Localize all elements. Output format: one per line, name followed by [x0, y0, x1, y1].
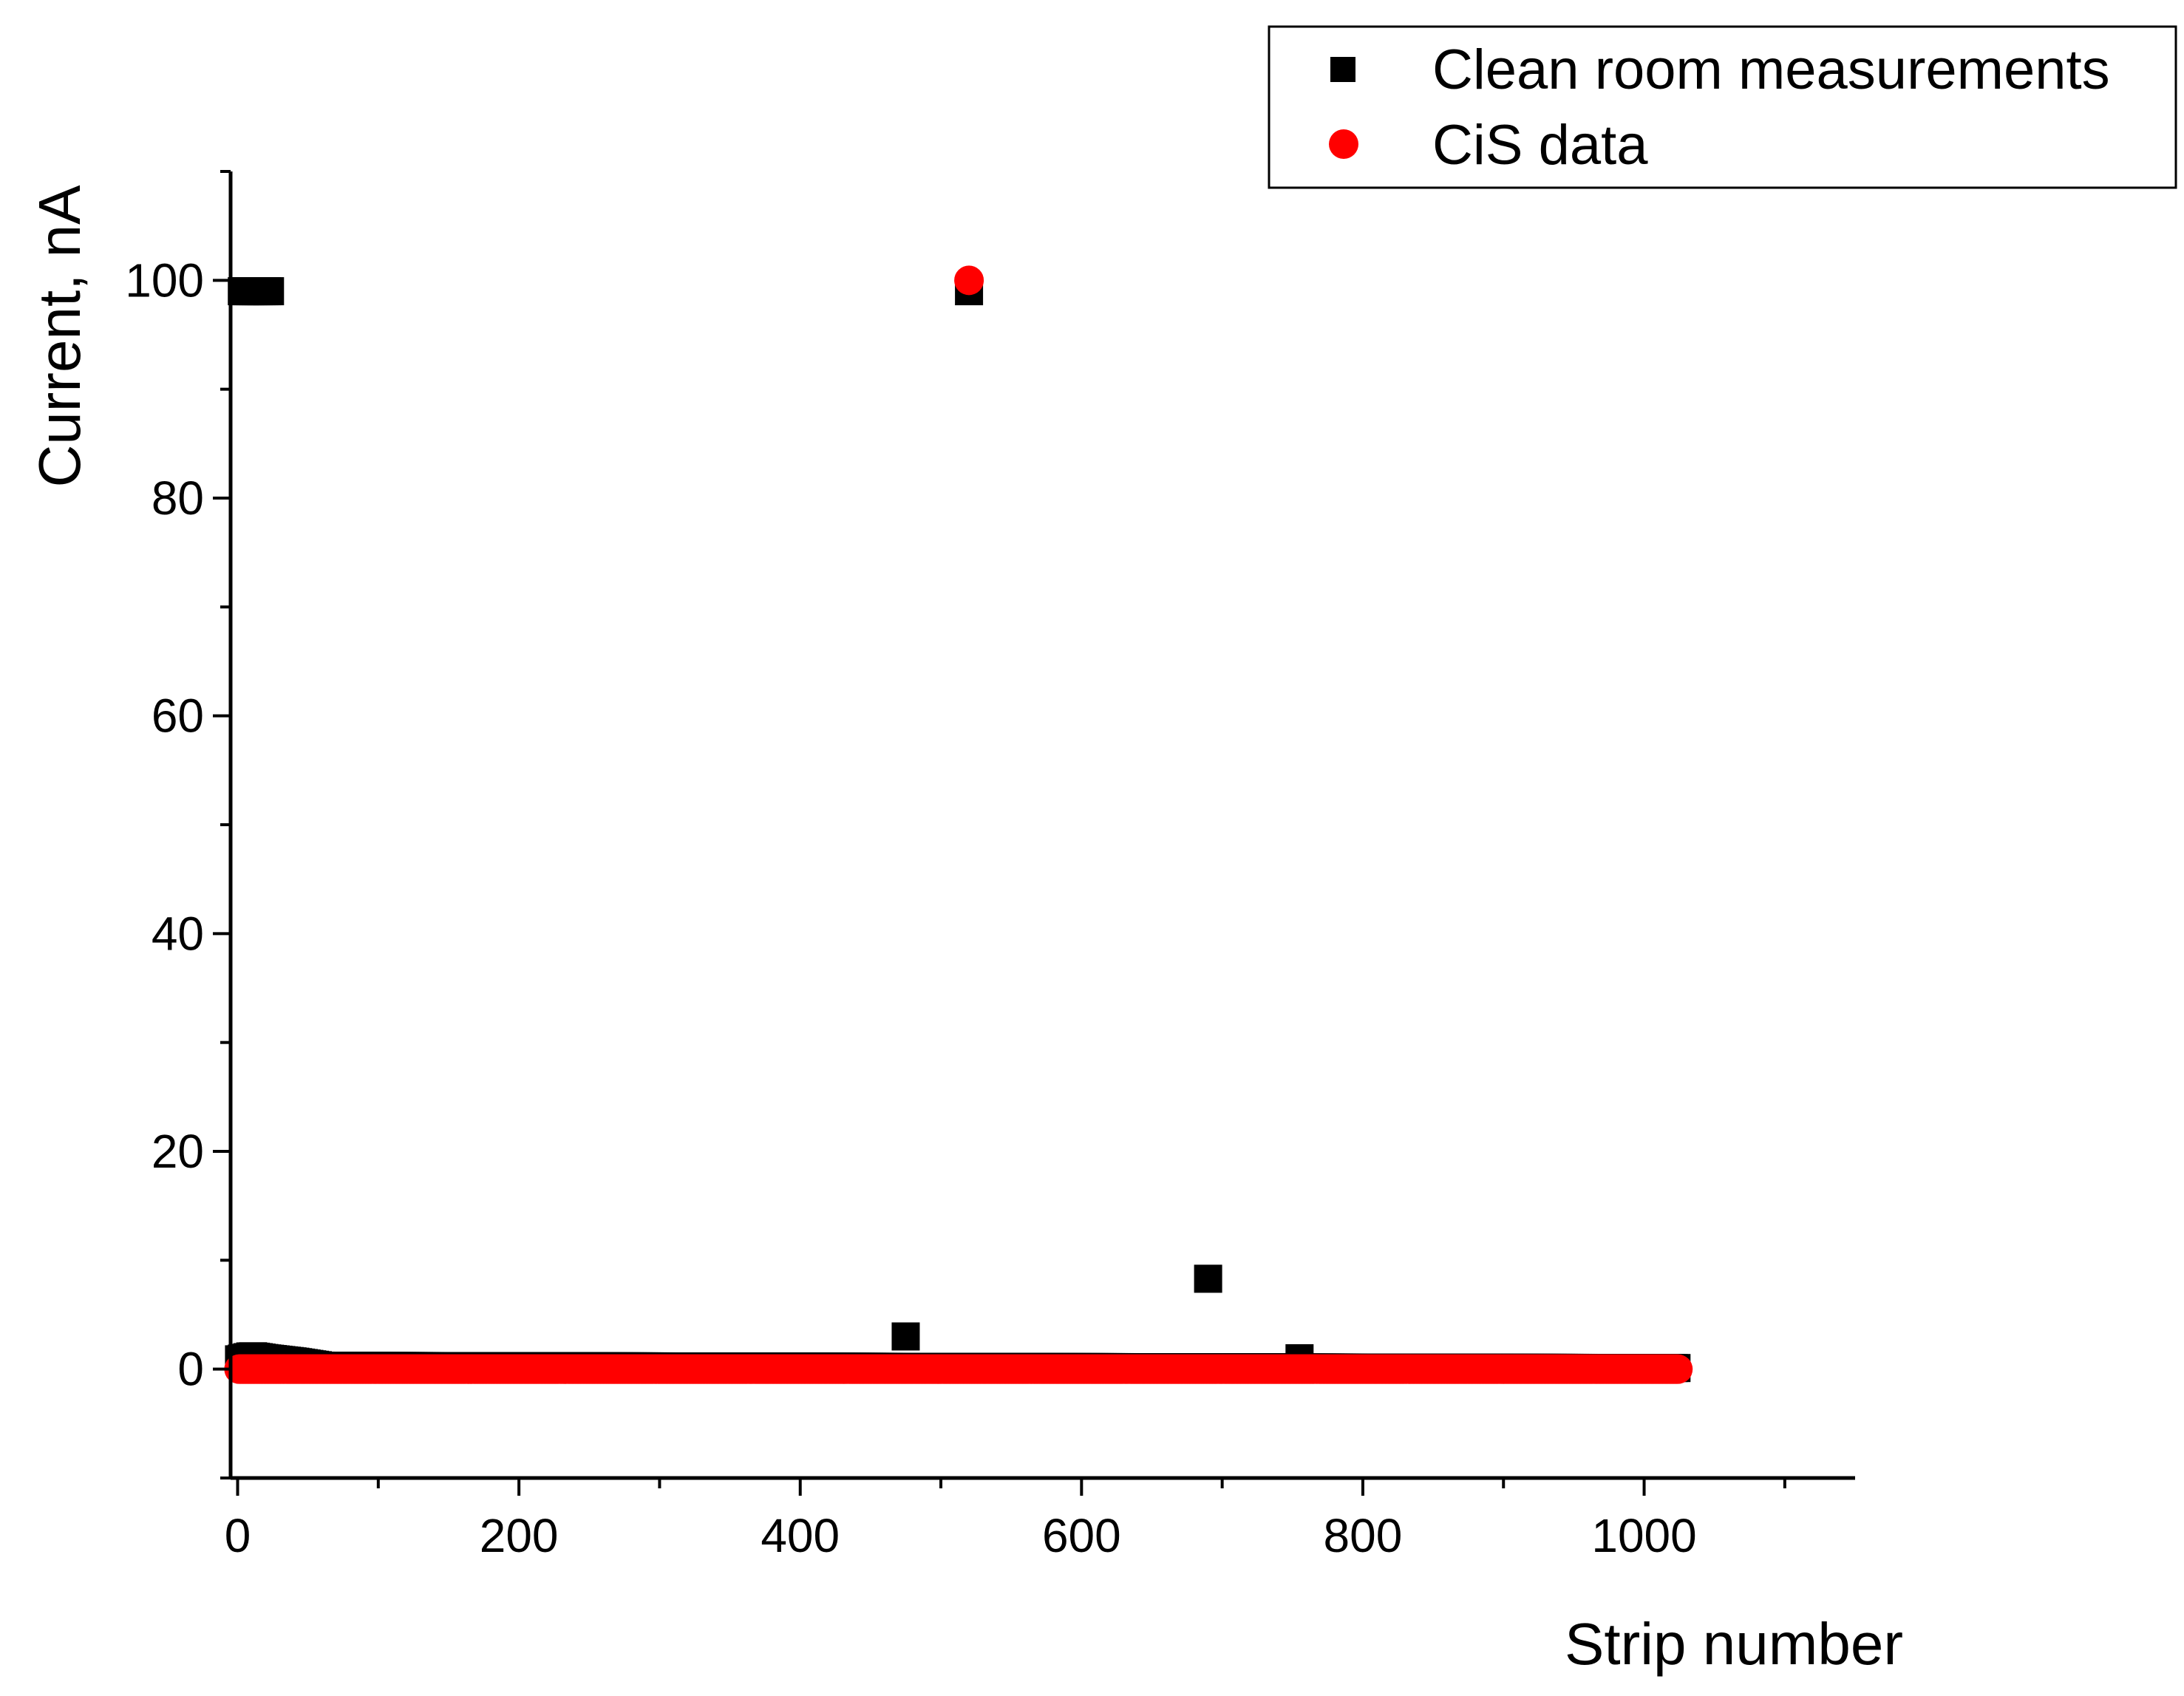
- x-tick-label: 400: [761, 1509, 840, 1562]
- legend-label-clean-room: Clean room measurements: [1432, 38, 2110, 101]
- x-tick-label: 200: [480, 1509, 559, 1562]
- series-cis: [224, 265, 1693, 1384]
- legend-label-cis: CiS data: [1432, 114, 1648, 177]
- clean-room-point: [891, 1322, 920, 1351]
- y-tick-label: 100: [125, 253, 204, 307]
- x-axis-title: Strip number: [1565, 1611, 1903, 1677]
- x-tick-label: 1000: [1591, 1509, 1696, 1562]
- cis-point: [954, 265, 984, 296]
- clean-room-point: [1194, 1264, 1222, 1293]
- legend-marker-cis: [1329, 129, 1358, 159]
- cis-point: [1663, 1354, 1693, 1384]
- x-tick-label: 600: [1042, 1509, 1121, 1562]
- ticks: 0 200 400 600 800 1000 0 20 40 60 80 100: [125, 170, 1786, 1562]
- legend-box: [1268, 25, 2177, 189]
- axes: [228, 171, 1855, 1480]
- y-tick-label: 80: [152, 471, 204, 525]
- y-tick-label: 20: [152, 1125, 204, 1178]
- clean-room-point: [256, 277, 285, 306]
- plot-area: [224, 265, 1693, 1384]
- y-tick-label: 0: [177, 1343, 204, 1396]
- y-axis-title: Current, nA: [27, 185, 92, 488]
- legend: Clean room measurements CiS data: [1268, 25, 2177, 189]
- x-tick-label: 800: [1324, 1509, 1403, 1562]
- legend-marker-clean-room: [1330, 57, 1355, 82]
- y-tick-label: 40: [152, 907, 204, 960]
- x-tick-label: 0: [225, 1509, 251, 1562]
- series-clean-room: [225, 277, 1691, 1383]
- y-tick-label: 60: [152, 689, 204, 743]
